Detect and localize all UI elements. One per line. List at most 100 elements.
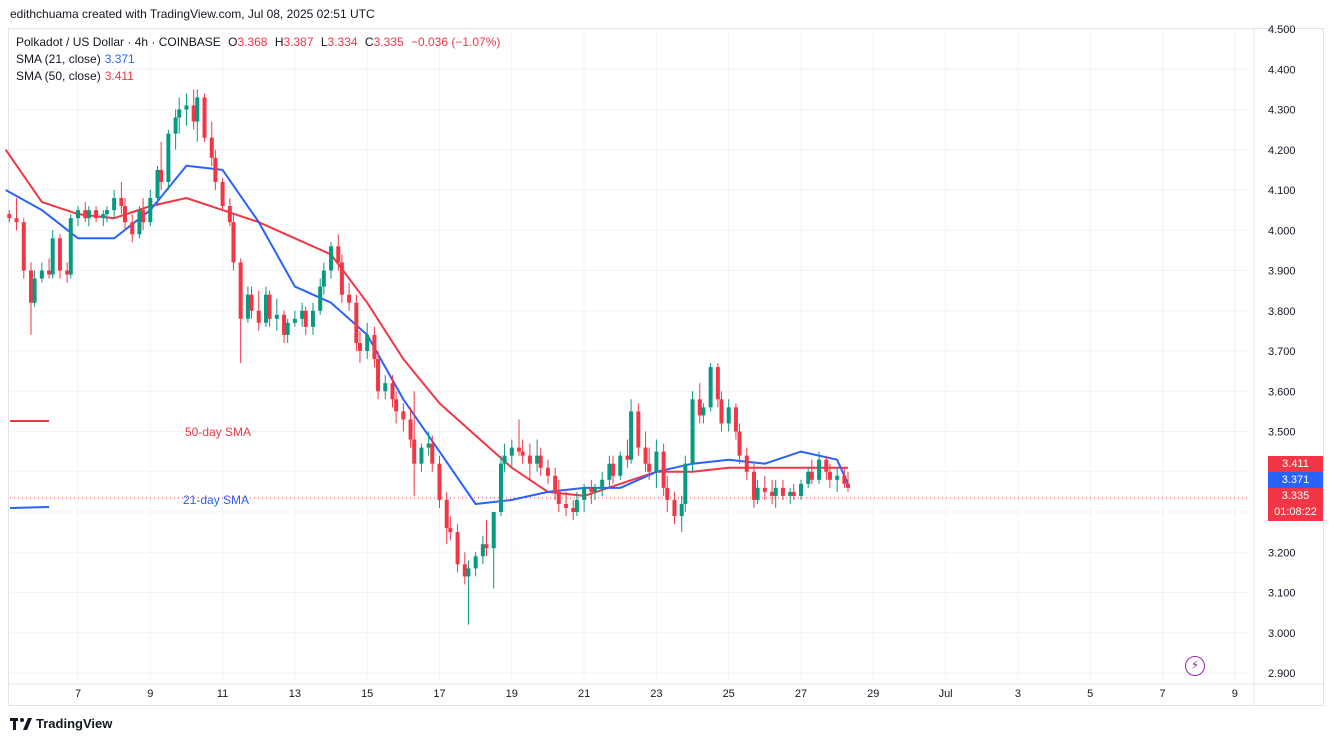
candle-body: [842, 475, 847, 484]
symbol-legend: Polkadot / US Dollar · 4h · COINBASE O3.…: [16, 34, 500, 50]
candle-body: [607, 463, 612, 480]
candle-body: [321, 270, 326, 287]
candle-body: [383, 383, 388, 392]
price-change: −0.036 (−1.07%): [410, 35, 501, 49]
candle-body: [466, 568, 471, 577]
y-tick-label: 3.600: [1268, 386, 1296, 398]
candle-body: [184, 105, 189, 110]
x-tick-label: 13: [289, 688, 301, 700]
candle-body: [372, 334, 377, 360]
candle-body: [213, 157, 218, 182]
candle-body: [231, 222, 236, 263]
candle-body: [665, 487, 670, 500]
x-tick-label: 3: [1015, 688, 1021, 700]
y-tick-label: 3.100: [1268, 588, 1296, 600]
candle-body: [412, 439, 417, 464]
x-tick-label: 7: [75, 688, 81, 700]
candle-body: [527, 455, 532, 464]
tradingview-logo-icon: [10, 717, 32, 730]
candle-body: [191, 105, 196, 122]
candle-body: [744, 455, 749, 472]
candle-body: [148, 198, 153, 223]
candle-body: [426, 443, 431, 448]
candle-body: [625, 455, 630, 460]
candle-body: [300, 310, 305, 319]
tradingview-logo[interactable]: TradingView: [10, 716, 112, 731]
candle-body: [770, 491, 775, 496]
sma21-annotation: 21-day SMA: [183, 493, 249, 507]
candle-body: [480, 544, 485, 557]
high-label: H: [274, 35, 284, 49]
candle-body: [347, 294, 352, 303]
y-tick-label: 2.900: [1268, 668, 1296, 680]
candle-body: [647, 463, 652, 472]
bar-countdown: 01:08:22: [1274, 506, 1317, 518]
candle-body: [719, 399, 724, 424]
candle-body: [65, 270, 70, 275]
candle-body: [354, 302, 359, 343]
candle-body: [68, 218, 73, 275]
candle-body: [357, 342, 362, 351]
candle-body: [376, 359, 381, 392]
open-value: 3.368: [237, 35, 268, 49]
candle-body: [484, 544, 489, 549]
candle-body: [21, 222, 26, 271]
last-price-value: 3.335: [1281, 490, 1310, 502]
y-tick-label: 3.500: [1268, 427, 1296, 439]
candle-body: [166, 133, 171, 182]
sma21-legend[interactable]: SMA (21, close) 3.371: [16, 51, 135, 67]
candle-body: [611, 463, 616, 476]
sma50-legend[interactable]: SMA (50, close) 3.411: [16, 68, 134, 84]
candle-body: [209, 137, 214, 158]
candle-body: [448, 528, 453, 533]
candle-body: [101, 214, 106, 219]
brand-name: TradingView: [36, 716, 113, 731]
candle-body: [589, 487, 594, 492]
candle-body: [263, 294, 268, 323]
candle-body: [83, 210, 88, 219]
candle-body: [643, 447, 648, 464]
candle-body: [520, 451, 525, 456]
candle-body: [791, 491, 796, 496]
candle-body: [86, 210, 91, 219]
y-tick-label: 3.700: [1268, 346, 1296, 358]
candle-body: [473, 556, 478, 569]
symbol-title[interactable]: Polkadot / US Dollar · 4h · COINBASE: [16, 35, 221, 49]
close-label: C: [364, 35, 374, 49]
candle-body: [245, 294, 250, 319]
candle-body: [455, 532, 460, 565]
candle-body: [564, 503, 569, 508]
candle-body: [618, 455, 623, 476]
candle-body: [365, 334, 370, 351]
candle-body: [491, 512, 496, 549]
x-tick-label: 15: [361, 688, 373, 700]
candle-body: [303, 310, 308, 327]
candle-body: [141, 210, 146, 223]
sma21-value: 3.371: [104, 52, 135, 66]
lightning-icon[interactable]: ⚡: [1185, 656, 1205, 676]
candle-body: [57, 238, 62, 271]
x-tick-label: 5: [1087, 688, 1093, 700]
y-tick-label: 3.000: [1268, 628, 1296, 640]
candle-body: [390, 383, 395, 400]
candle-body: [267, 294, 272, 319]
sma50-value: 3.411: [104, 69, 134, 83]
candle-body: [32, 278, 37, 303]
candle-body: [256, 310, 261, 323]
sma21-annotation-swatch: [9, 506, 50, 509]
candle-body: [50, 238, 55, 275]
candle-body: [310, 310, 315, 327]
candle-body: [697, 399, 702, 416]
candle-body: [318, 286, 323, 311]
candle-body: [159, 169, 164, 182]
x-tick-label: 25: [723, 688, 735, 700]
candle-body: [274, 314, 279, 319]
created-by-text: edithchuama created with TradingView.com…: [10, 7, 375, 21]
low-label: L: [320, 35, 328, 49]
candle-body: [76, 210, 80, 219]
high-value: 3.387: [283, 35, 314, 49]
y-tick-label: 4.400: [1268, 64, 1296, 76]
candle-body: [104, 210, 109, 215]
x-tick-label: 11: [217, 688, 228, 700]
